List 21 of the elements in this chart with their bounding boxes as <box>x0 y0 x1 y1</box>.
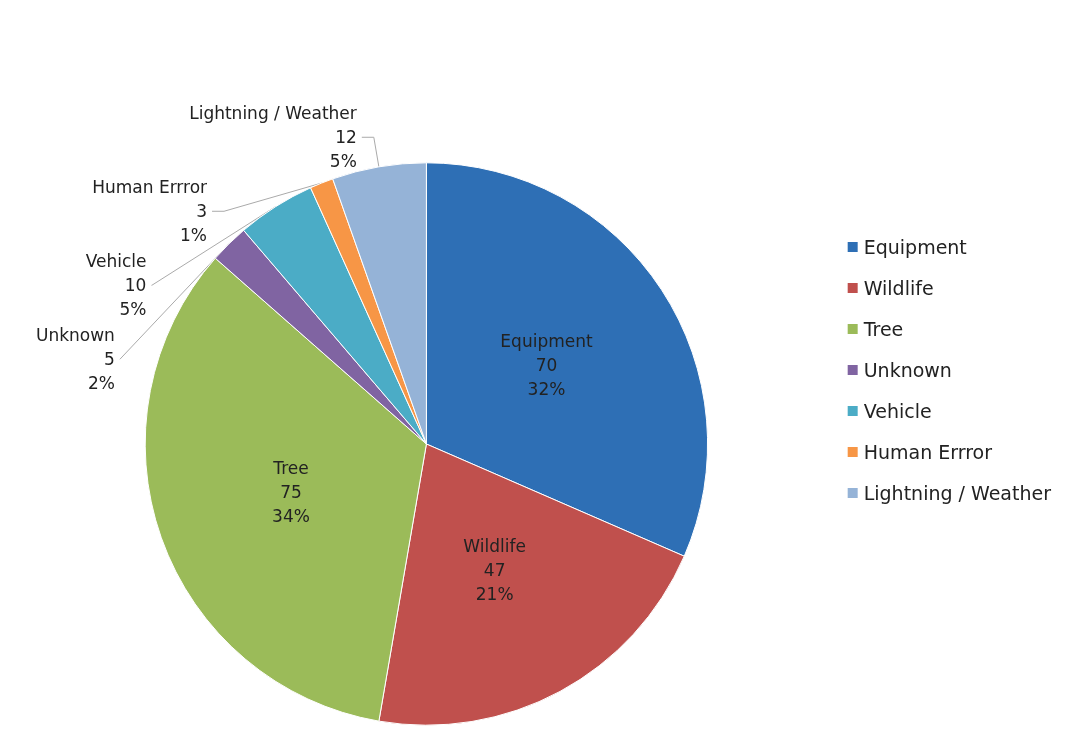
data-label: 3 1% <box>180 201 208 246</box>
data-label: 75 34% <box>272 481 310 526</box>
legend-label: Unknown <box>863 359 952 381</box>
legend-label: Vehicle <box>863 400 932 422</box>
slice-label: Human Errror <box>92 177 208 198</box>
data-label: 5 2% <box>87 349 115 394</box>
legend-label: Equipment <box>863 236 967 258</box>
slice-label: Wildlife <box>463 536 526 557</box>
slice-label: Vehicle <box>85 251 147 272</box>
slice-label: Equipment <box>500 331 593 352</box>
legend-label: Tree <box>862 318 904 340</box>
data-label: 12 5% <box>329 127 357 172</box>
slice-label: Unknown <box>35 325 115 346</box>
legend-label: Wildlife <box>863 277 934 299</box>
data-label: 70 32% <box>527 355 566 400</box>
data-label: 47 21% <box>475 560 514 605</box>
legend-label: Lightning / Weather <box>863 482 1052 504</box>
slice-label: Lightning / Weather <box>189 103 357 124</box>
data-label: 10 5% <box>119 275 147 320</box>
slice-label: Tree <box>272 457 309 478</box>
legend-label: Human Errror <box>863 441 993 463</box>
